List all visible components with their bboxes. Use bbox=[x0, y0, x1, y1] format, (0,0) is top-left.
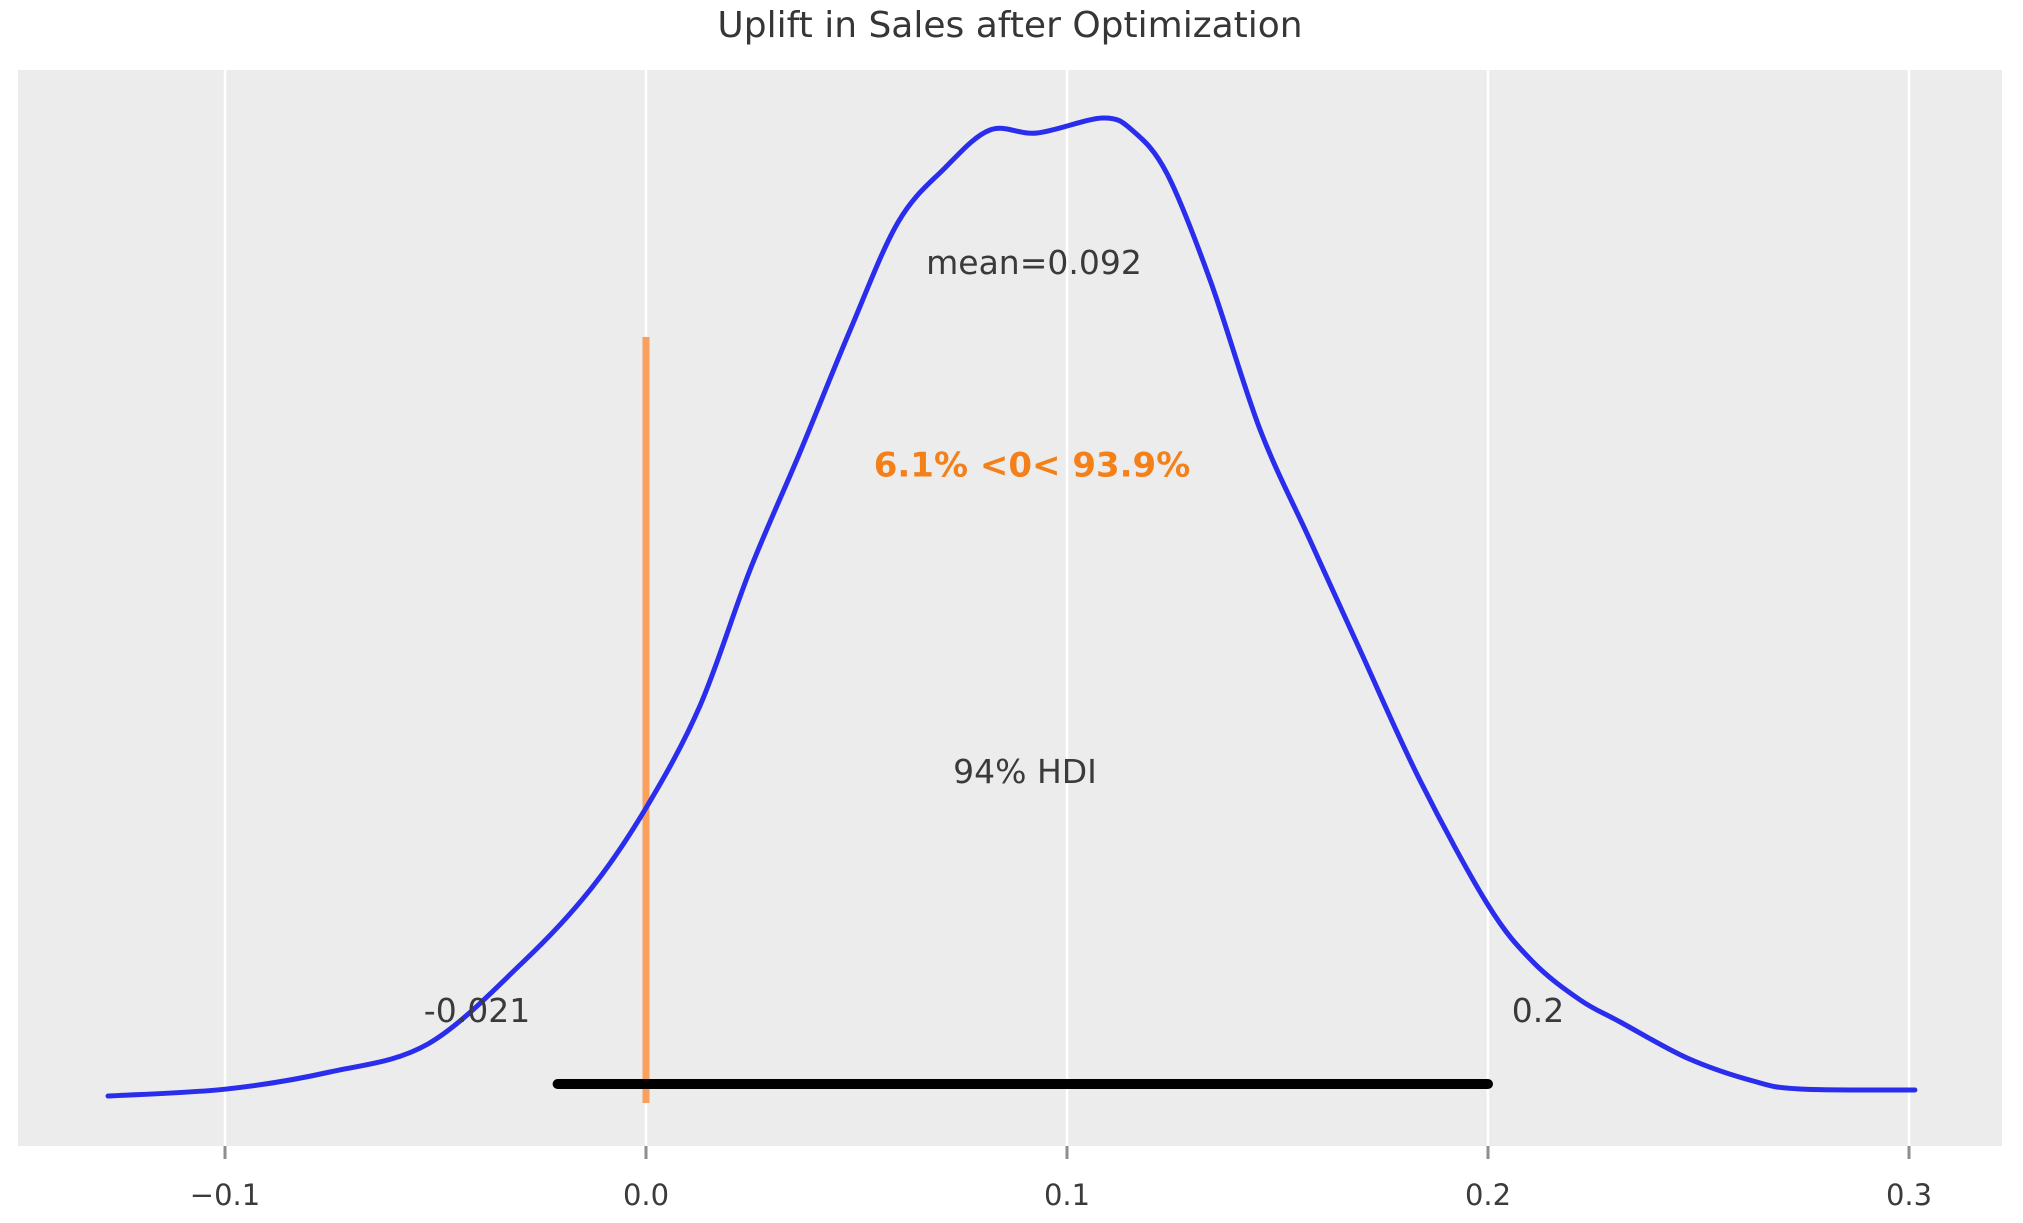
hdi-upper-bound-label: 0.2 bbox=[1511, 990, 1565, 1030]
x-tick-label: 0.1 bbox=[1043, 1178, 1091, 1212]
mean-annotation: mean=0.092 bbox=[926, 242, 1142, 282]
x-axis-tick-marks bbox=[223, 1146, 1911, 1159]
plot-area-background bbox=[18, 70, 2002, 1146]
hdi-lower-bound-label: -0.021 bbox=[423, 990, 531, 1030]
x-tick-label: 0.3 bbox=[1885, 1178, 1933, 1212]
ref-value-probability-annotation: 6.1% <0< 93.9% bbox=[873, 445, 1191, 486]
x-tick-label: 0.2 bbox=[1464, 1178, 1512, 1212]
hdi-label: 94% HDI bbox=[953, 751, 1097, 791]
kde-density-curve bbox=[105, 115, 1918, 1099]
x-tick-label: −0.1 bbox=[189, 1178, 261, 1212]
x-tick-label: 0.0 bbox=[622, 1178, 670, 1212]
chart-title: Uplift in Sales after Optimization bbox=[717, 5, 1303, 47]
